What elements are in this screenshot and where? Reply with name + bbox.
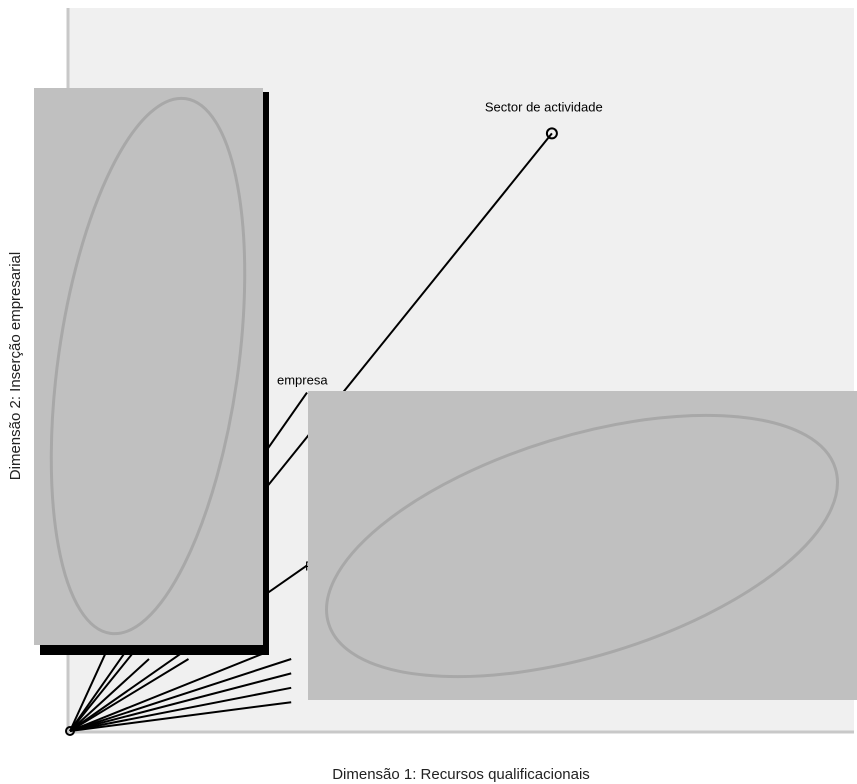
vector-line [69, 644, 111, 732]
vector-line [69, 658, 190, 732]
x-axis-title: Dimensão 1: Recursos qualificacionais [332, 766, 590, 783]
right-rectangle-with-ellipse [308, 391, 857, 700]
vector-line [69, 701, 292, 732]
vector-line [69, 686, 292, 732]
right-box [308, 391, 857, 700]
vector-points [545, 127, 558, 140]
vector-line [69, 658, 292, 732]
vector-line [69, 672, 292, 732]
left-ellipse [49, 96, 247, 636]
point-labels: Sector de actividadeempresaR [277, 99, 603, 573]
point-label: empresa [277, 373, 328, 388]
origin-marker [65, 726, 75, 736]
point-label: Sector de actividade [485, 99, 603, 114]
right-ellipse [325, 413, 839, 679]
point-marker [545, 127, 558, 140]
vector-line [69, 650, 268, 732]
vector-line [69, 658, 150, 732]
y-axis-title: Dimensão 2: Inserção empresarial [7, 252, 24, 480]
left-box [34, 88, 263, 645]
left-rectangle-with-ellipse [34, 88, 269, 655]
